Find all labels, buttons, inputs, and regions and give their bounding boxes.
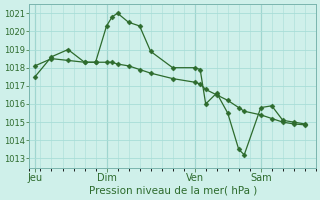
X-axis label: Pression niveau de la mer( hPa ): Pression niveau de la mer( hPa ) xyxy=(89,186,257,196)
